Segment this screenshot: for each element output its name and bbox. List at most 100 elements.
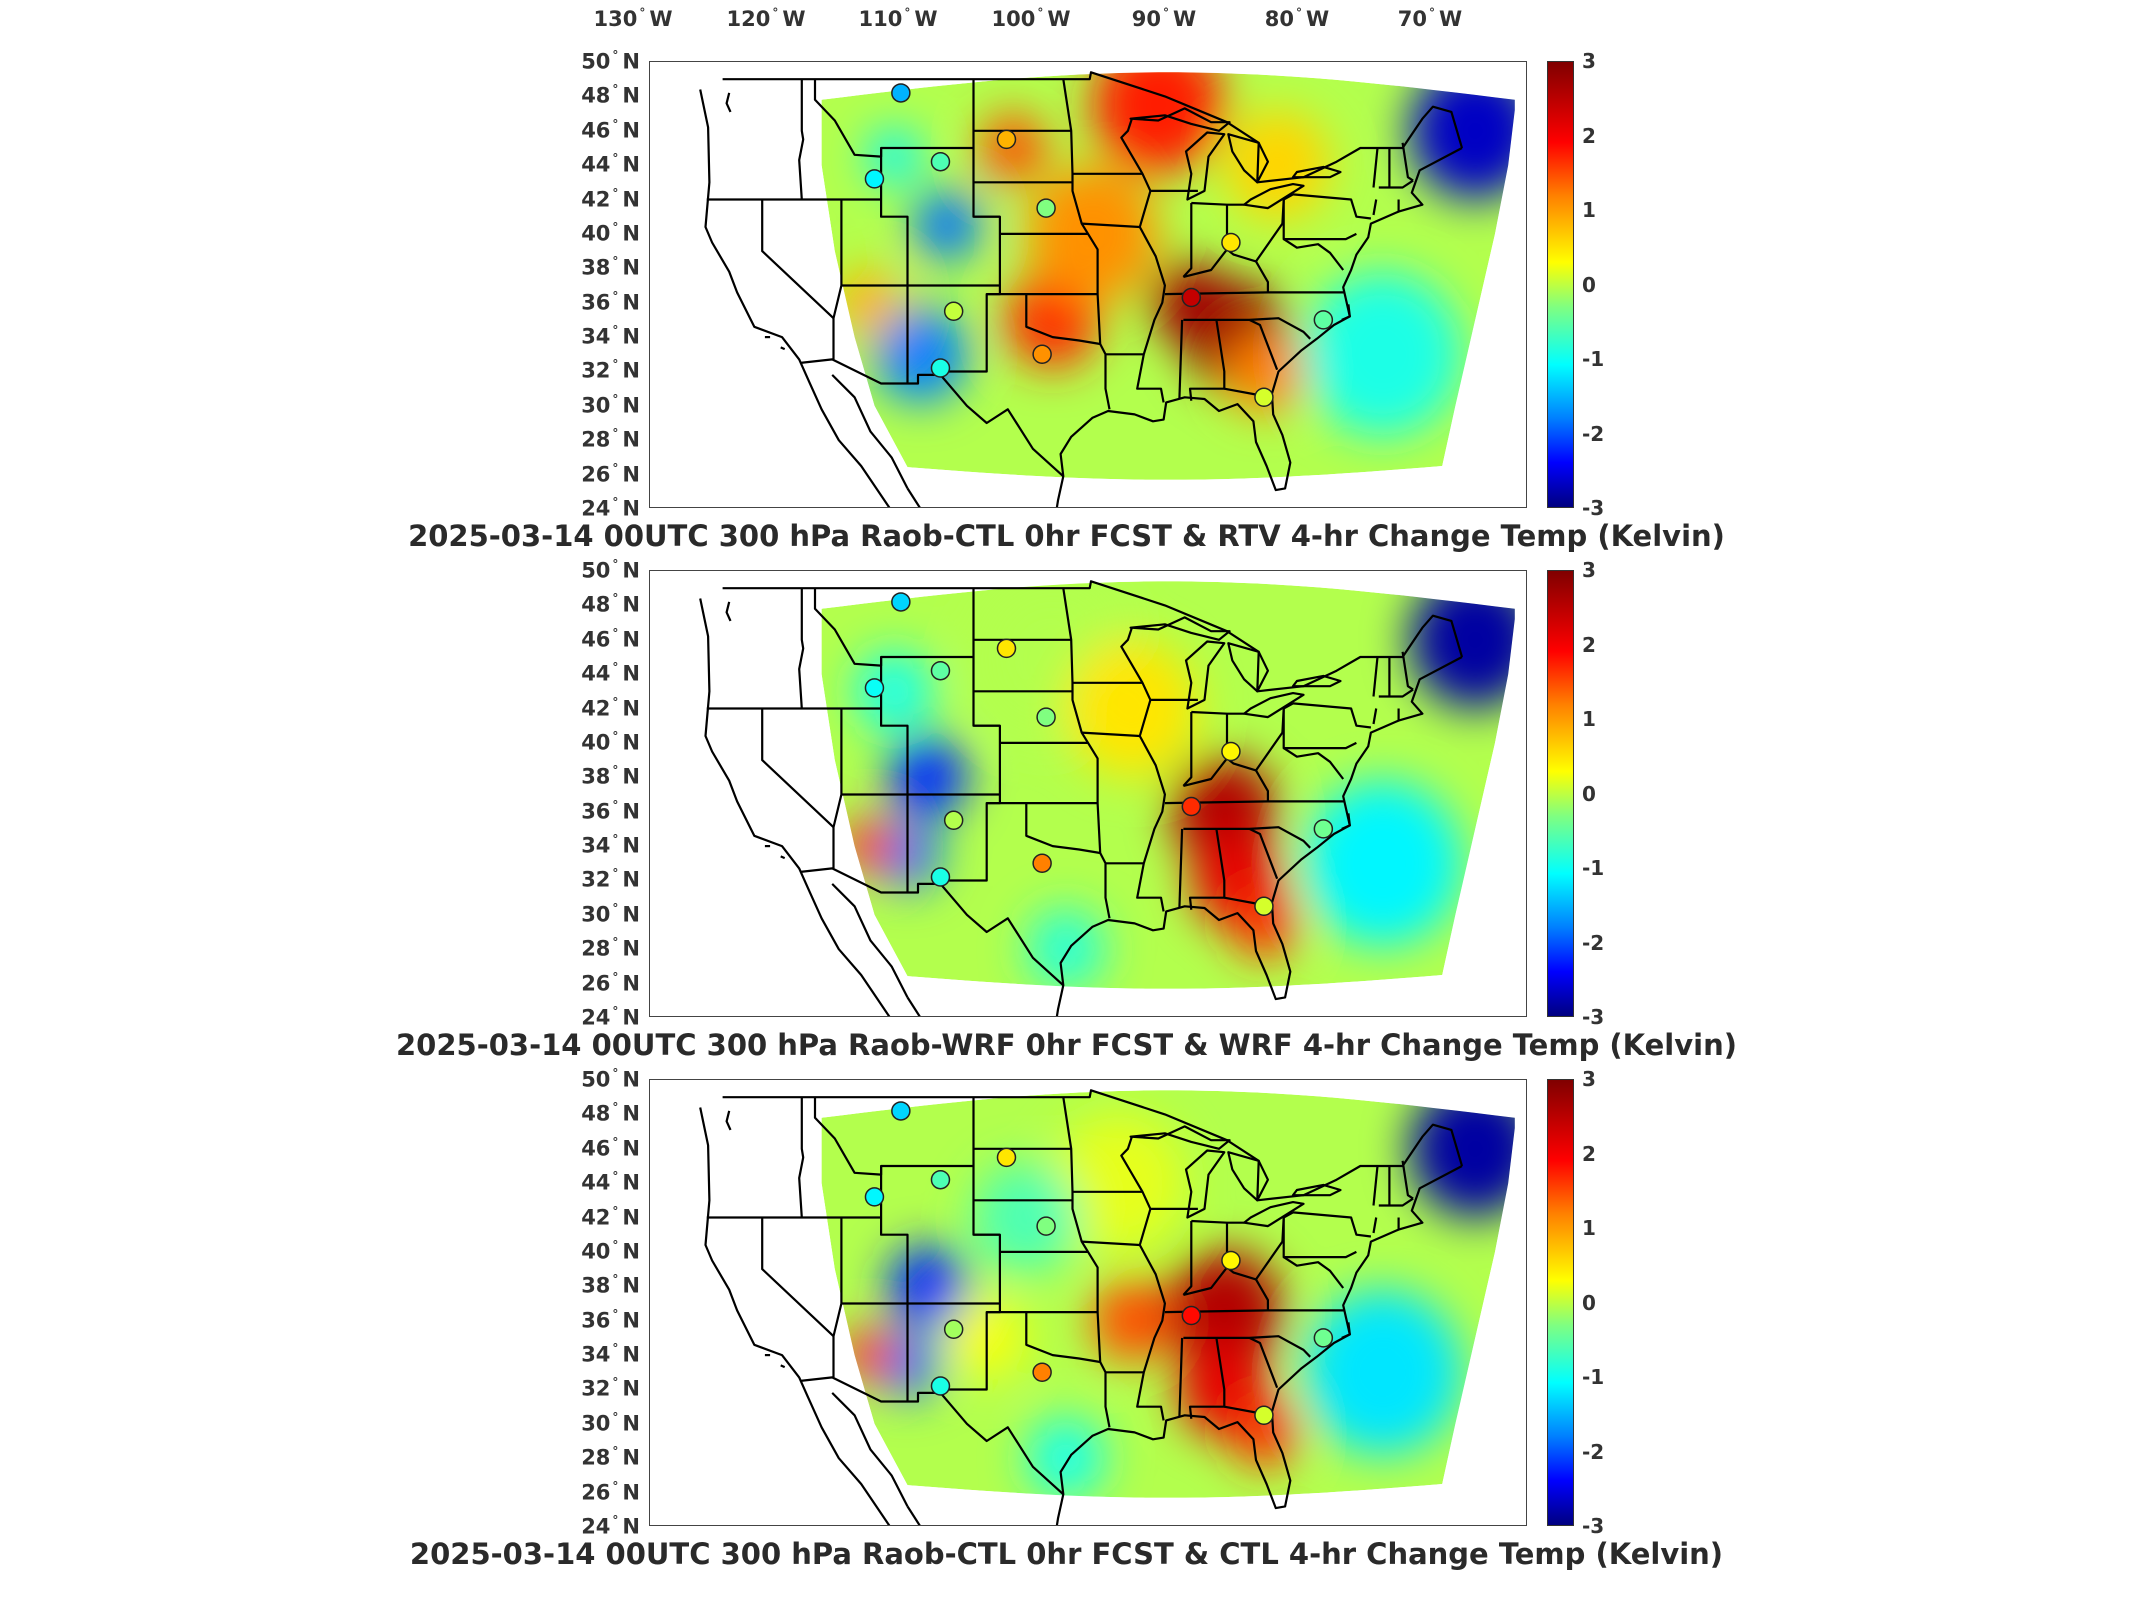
boundary-line [1182,712,1193,787]
boundary-line [699,1107,891,1525]
anomaly-region [887,736,967,819]
lake-outline [1291,165,1342,179]
lat-label: 30 ° N [581,1410,640,1436]
raob-station-marker [891,1101,911,1121]
boundary-line [725,1110,732,1131]
lat-label: 32 ° N [581,357,640,383]
boundary-line [1292,1211,1372,1238]
boundary-line [1025,1312,1101,1364]
raob-station-marker [1181,796,1202,817]
colorbar-tick: -2 [1582,930,1605,955]
map-boundaries [699,1089,1464,1525]
raob-station-marker [1036,198,1056,218]
map-frame [649,61,1527,508]
raob-station-marker [864,1187,885,1207]
colorbar-tick: 0 [1582,1290,1596,1315]
boundary-line [1183,1335,1311,1358]
lon-label: 70 ° W [1397,6,1463,31]
raob-station-marker [930,1376,951,1396]
colorbar-tick: 0 [1582,272,1596,297]
lat-label: 36 ° N [581,1307,640,1333]
lat-label: 30 ° N [581,901,640,927]
lake-outline [1227,642,1269,693]
boundary-line [1248,318,1279,371]
boundary-line [699,89,891,507]
lake-outline [1227,133,1269,184]
lat-label: 44 ° N [581,660,640,686]
boundary-line [780,1364,786,1369]
anomaly-region [1052,1114,1185,1252]
boundary-line [798,1097,805,1218]
lat-label: 28 ° N [581,426,640,452]
boundary-line [1182,1221,1193,1296]
lon-label: 80 ° W [1264,6,1330,31]
lat-label: 42 ° N [581,695,640,721]
boundary-line [1341,813,1351,830]
raob-station-marker [1032,1362,1052,1383]
boundary-line [699,598,891,1016]
boundary-line [1025,803,1101,855]
anomaly-region [1303,271,1462,437]
boundary-line [1378,688,1414,698]
boundary-line [1282,199,1357,241]
lat-label: 48 ° N [581,82,640,108]
boundary-line [1055,147,1463,507]
boundary-line [1401,142,1414,182]
anomaly-region [980,113,1047,183]
lat-label: 34 ° N [581,832,640,858]
anomaly-region [1026,165,1159,303]
boundary-line [1341,304,1351,321]
lat-label: 50 ° N [581,1066,640,1092]
boundary-line [1283,1256,1345,1289]
colorbar-tick: 3 [1582,49,1596,73]
lat-label: 30 ° N [581,392,640,418]
boundary-line [1283,238,1345,271]
lat-label: 44 ° N [581,151,640,177]
raob-station-marker [943,1319,964,1340]
lake-outline [1129,616,1231,641]
boundary-line [798,588,805,709]
boundary-line [1183,1266,1228,1296]
boundary-line [761,708,835,829]
lat-label: 34 ° N [581,1341,640,1367]
boundary-line [1401,651,1414,691]
boundary-line [1081,1240,1140,1247]
colorbar-tick: 3 [1582,558,1596,582]
boundary-line [1282,708,1357,750]
temperature-field [821,1090,1515,1498]
colorbar-tick: 3 [1582,1067,1596,1091]
lat-label: 46 ° N [581,117,640,143]
raob-station-marker [1181,287,1202,308]
colorbar-tick: -1 [1582,1365,1605,1389]
boundary-line [780,855,786,860]
panel-title: 2025-03-14 00UTC 300 hPa Raob-WRF 0hr FC… [395,1028,1737,1062]
lat-label: 32 ° N [581,1375,640,1401]
lon-label: 90 ° W [1131,6,1197,31]
boundary-line [761,1217,835,1338]
raob-station-marker [1254,387,1274,407]
boundary-line [832,199,843,360]
lat-label: 46 ° N [581,626,640,652]
colorbar-tick: 2 [1582,123,1596,148]
anomaly-region [854,650,934,733]
boundary-line [1178,828,1184,909]
lat-label: 40 ° N [581,1238,640,1264]
boundary-line [813,79,974,158]
boundary-line [1081,731,1140,738]
boundary-line [1283,747,1345,780]
lat-label: 44 ° N [581,1169,640,1195]
boundary-line [1292,702,1372,729]
lat-label: 42 ° N [581,1204,640,1230]
lat-label: 38 ° N [581,763,640,789]
raob-stations [864,1101,1334,1425]
raob-station-marker [1036,707,1056,727]
colorbar-tick: -2 [1582,421,1605,446]
boundary-line [832,708,843,869]
boundary-line [798,79,805,200]
boundary-line [780,346,786,351]
raob-station-marker [1254,896,1274,916]
boundary-line [1191,1219,1245,1224]
lat-label: 36 ° N [581,289,640,315]
lat-label: 50 ° N [581,557,640,583]
boundary-line [761,199,835,320]
